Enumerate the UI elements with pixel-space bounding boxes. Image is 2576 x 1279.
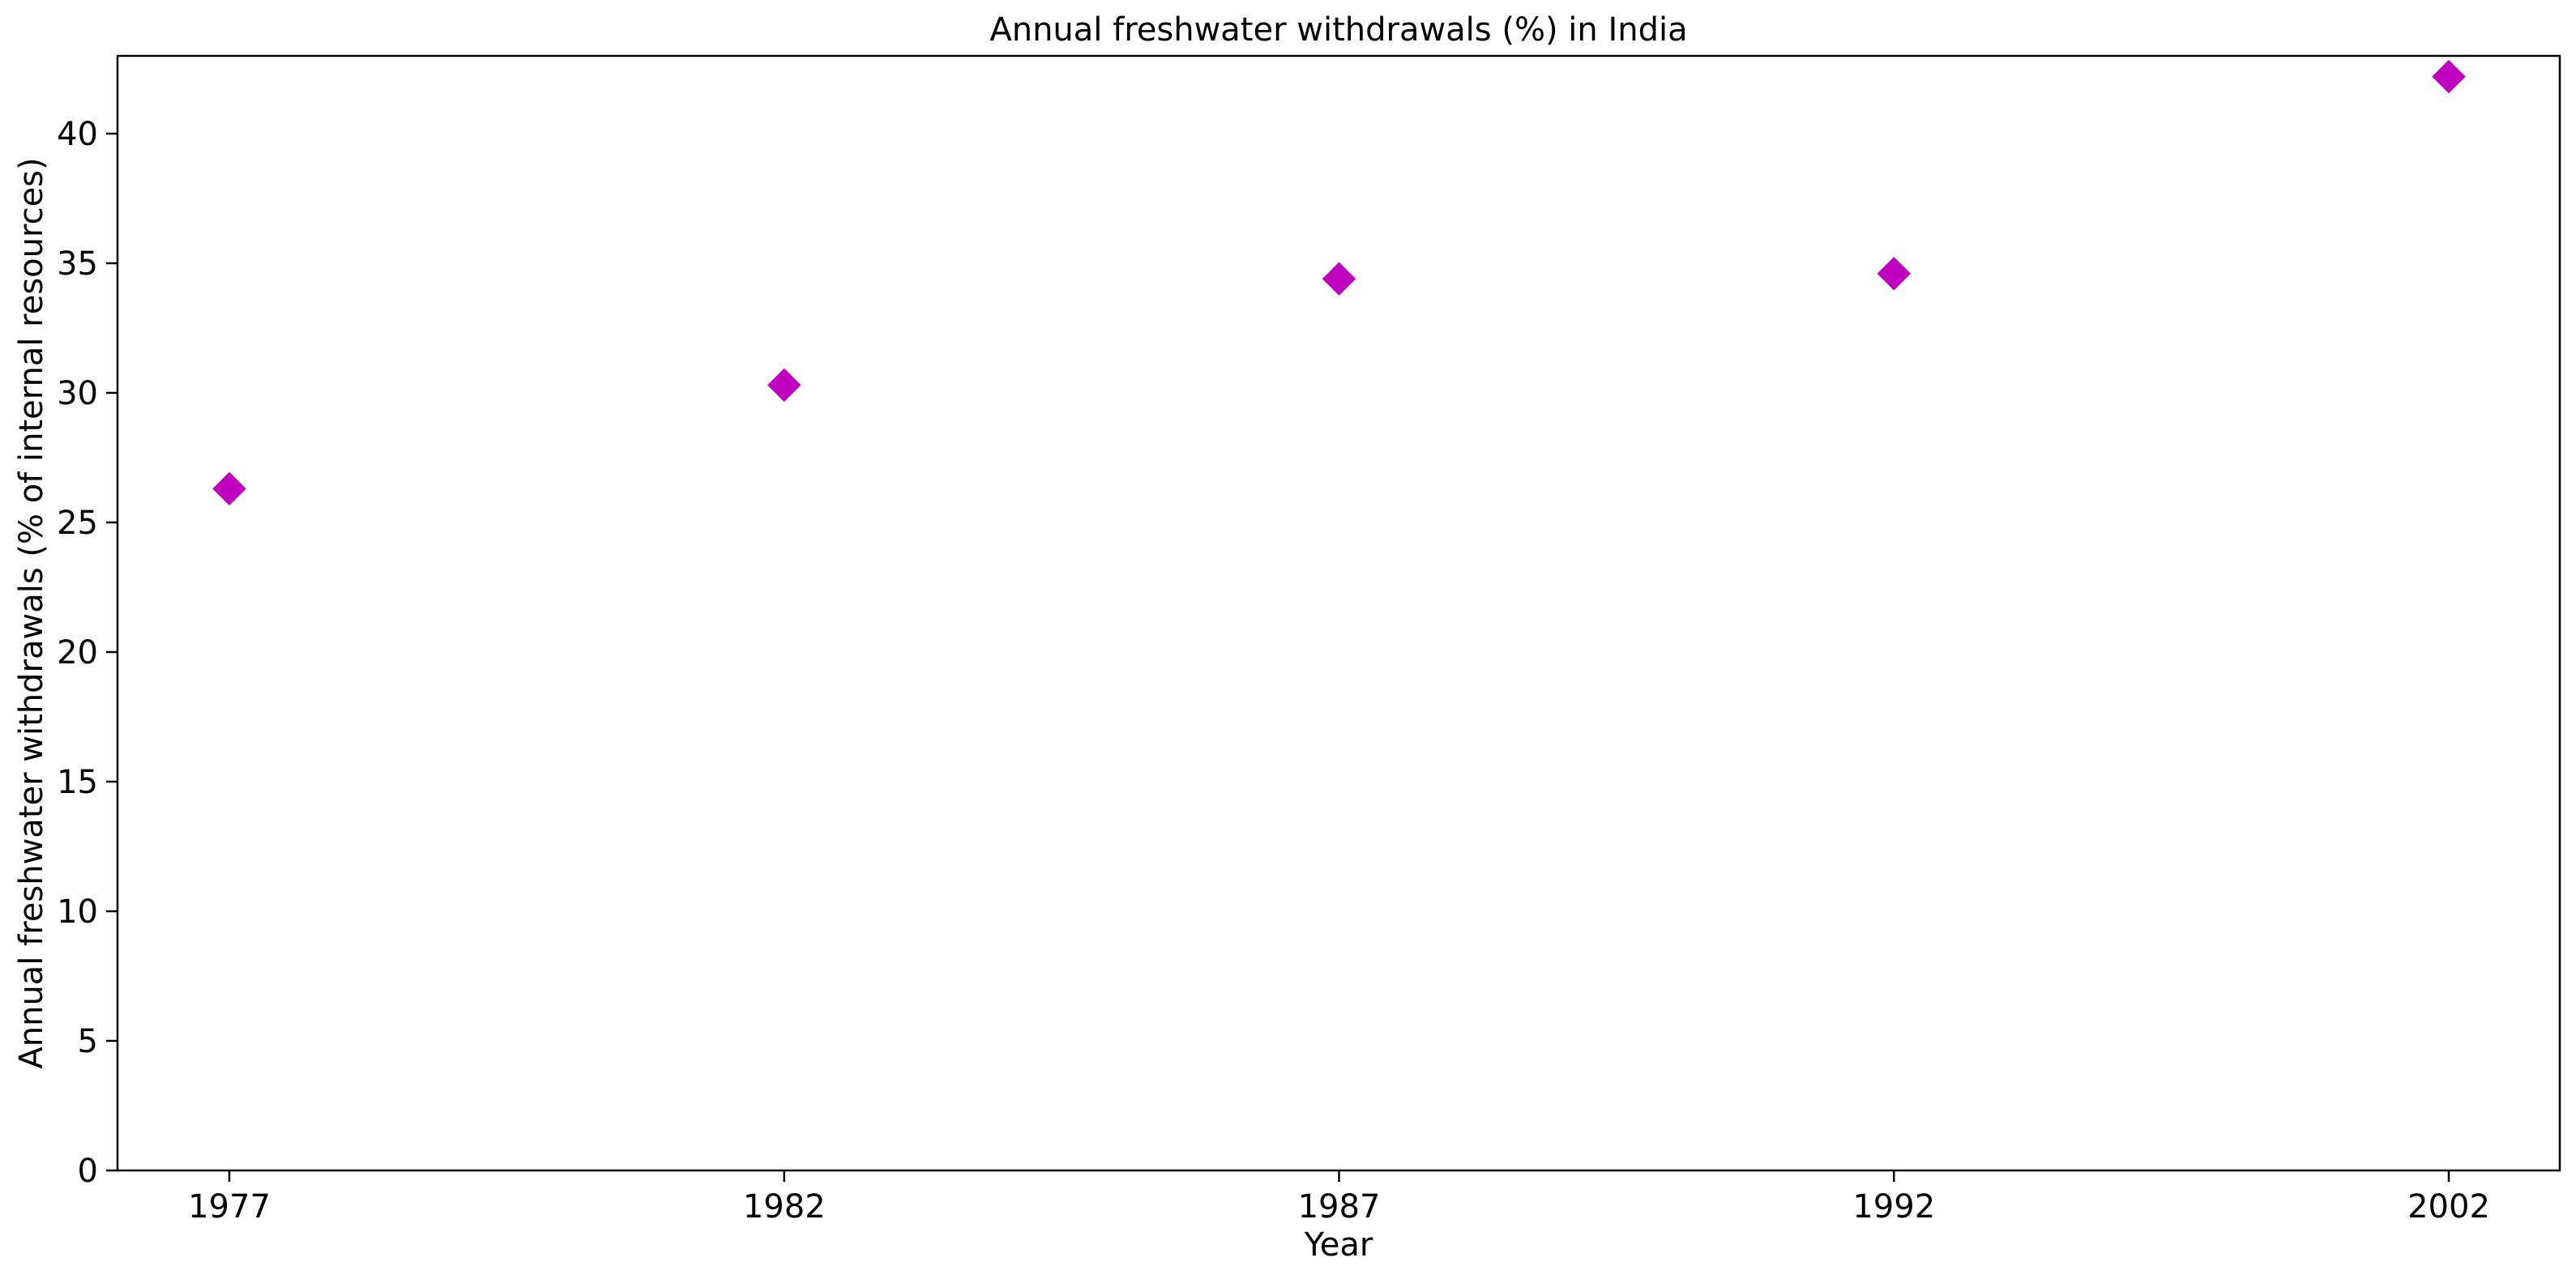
chart-title: Annual freshwater withdrawals (%) in Ind… <box>989 11 1687 49</box>
y-tick-label: 20 <box>57 634 98 671</box>
data-point-2002 <box>2432 59 2466 94</box>
plot-area: 1977 1982 1987 1992 2002 0 5 10 15 20 25 30 35 40 <box>57 54 2561 1226</box>
data-point-1982 <box>767 368 801 403</box>
data-points <box>212 59 2466 506</box>
x-axis: 1977 1982 1987 1992 2002 <box>188 1170 2490 1226</box>
plot-frame <box>116 54 2561 1172</box>
x-tick-label: 1992 <box>1852 1188 1935 1226</box>
x-tick-label: 1987 <box>1298 1188 1381 1226</box>
data-point-1977 <box>212 471 246 506</box>
x-tick-label: 1982 <box>743 1188 826 1226</box>
y-tick-label: 15 <box>57 764 98 801</box>
y-tick-label: 30 <box>57 375 98 412</box>
y-tick-label: 40 <box>57 116 98 153</box>
y-tick-label: 35 <box>57 245 98 283</box>
data-point-1987 <box>1322 262 1356 296</box>
y-tick-label: 0 <box>78 1153 98 1190</box>
x-axis-label: Year <box>1304 1226 1373 1264</box>
x-tick-label: 1977 <box>188 1188 271 1226</box>
y-tick-label: 25 <box>57 505 98 542</box>
y-tick-label: 5 <box>78 1023 98 1060</box>
x-tick-label: 2002 <box>2407 1188 2490 1226</box>
y-axis-label: Annual freshwater withdrawals (% of inte… <box>13 157 50 1068</box>
y-axis: 0 5 10 15 20 25 30 35 40 <box>57 116 117 1190</box>
data-point-1992 <box>1877 257 1911 291</box>
y-tick-label: 10 <box>57 893 98 931</box>
